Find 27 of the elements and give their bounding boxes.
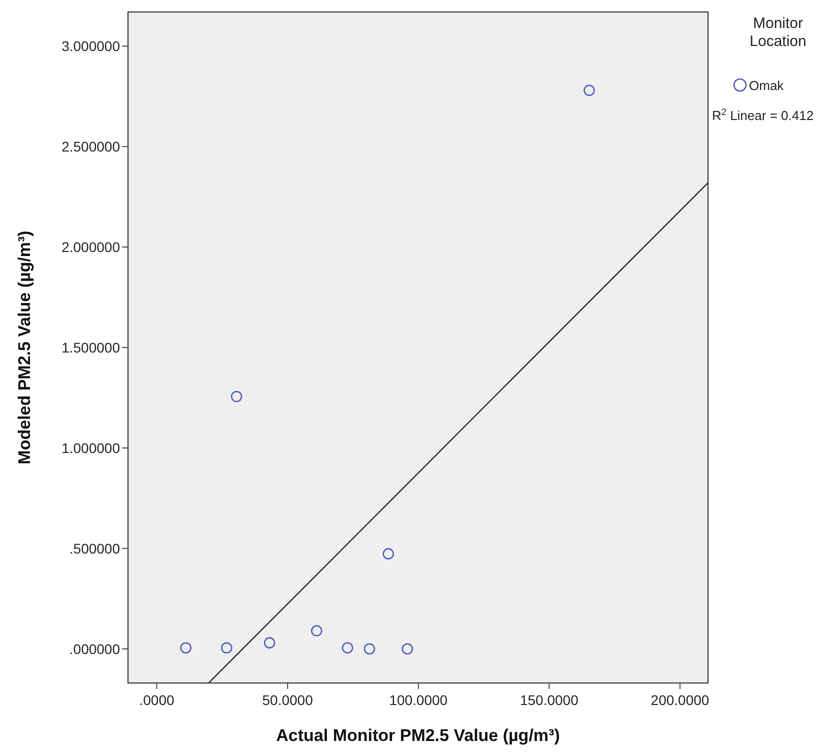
legend-title: Monitor Location [750, 15, 806, 50]
y-tick-label: 2.000000 [62, 239, 120, 256]
y-tick-label: 1.000000 [62, 440, 120, 456]
y-tick-label: .000000 [69, 640, 120, 657]
x-tick-label: 200.0000 [650, 692, 710, 708]
legend-label: Omak [749, 78, 784, 93]
y-axis-title: Modeled PM2.5 Value (µg/m³) [15, 230, 34, 464]
x-tick-label: 50.0000 [262, 692, 314, 708]
x-tick-label: 100.0000 [389, 692, 448, 708]
point [310, 625, 322, 636]
point [220, 642, 232, 654]
point [402, 643, 414, 654]
x-tick-label: .0000 [139, 692, 174, 708]
y-tick-label: 3.000000 [62, 38, 120, 54]
x-tick-label: 150.0000 [520, 692, 579, 708]
point [364, 643, 376, 654]
y-tick-label: 2.500000 [62, 138, 120, 155]
point [382, 548, 394, 560]
text: R$^{2}$ Linear = 0.412 [712, 107, 814, 123]
point [342, 642, 354, 654]
point [264, 637, 276, 648]
point [180, 642, 192, 654]
point [584, 84, 595, 96]
y-tick-label: .500000 [69, 540, 120, 556]
y-tick-label: 1.500000 [62, 340, 120, 356]
x-axis-title: Actual Monitor PM2.5 Value (µg/m³) [276, 726, 560, 745]
point [230, 390, 242, 402]
